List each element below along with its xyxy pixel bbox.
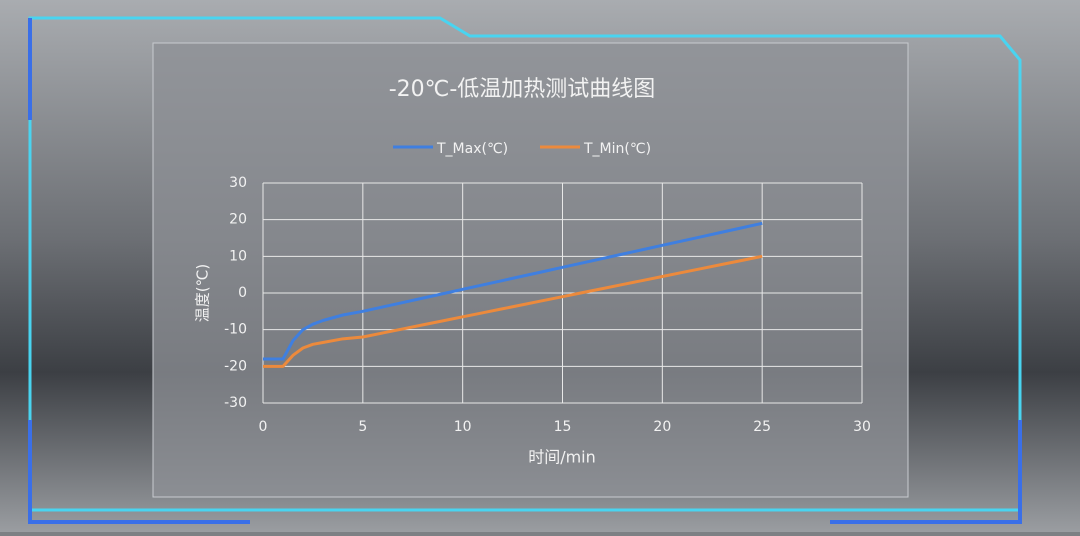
y-tick-label: 20 [229, 212, 247, 228]
y-tick-label: -30 [224, 395, 247, 411]
legend-label: T_Min(℃) [583, 141, 651, 157]
x-tick-label: 30 [853, 419, 871, 435]
series-line [263, 221, 763, 361]
chart-title: -20℃-低温加热测试曲线图 [389, 77, 656, 102]
x-tick-label: 25 [753, 419, 771, 435]
y-axis-label: 温度(℃) [194, 264, 212, 323]
x-tick-label: 0 [259, 419, 268, 435]
x-tick-label: 15 [554, 419, 572, 435]
x-tick-label: 20 [653, 419, 671, 435]
frame [28, 16, 1022, 512]
chart-panel [152, 42, 909, 498]
y-tick-label: -20 [224, 358, 247, 374]
frame-accent [28, 18, 1022, 524]
legend-label: T_Max(℃) [436, 141, 508, 157]
y-tick-label: 10 [229, 248, 247, 264]
y-tick-label: 0 [238, 285, 247, 301]
x-axis-label: 时间/min [528, 448, 596, 467]
y-tick-label: 30 [229, 175, 247, 191]
series-line [263, 254, 763, 368]
x-tick-label: 10 [454, 419, 472, 435]
y-tick-label: -10 [224, 322, 247, 338]
x-tick-label: 5 [358, 419, 367, 435]
